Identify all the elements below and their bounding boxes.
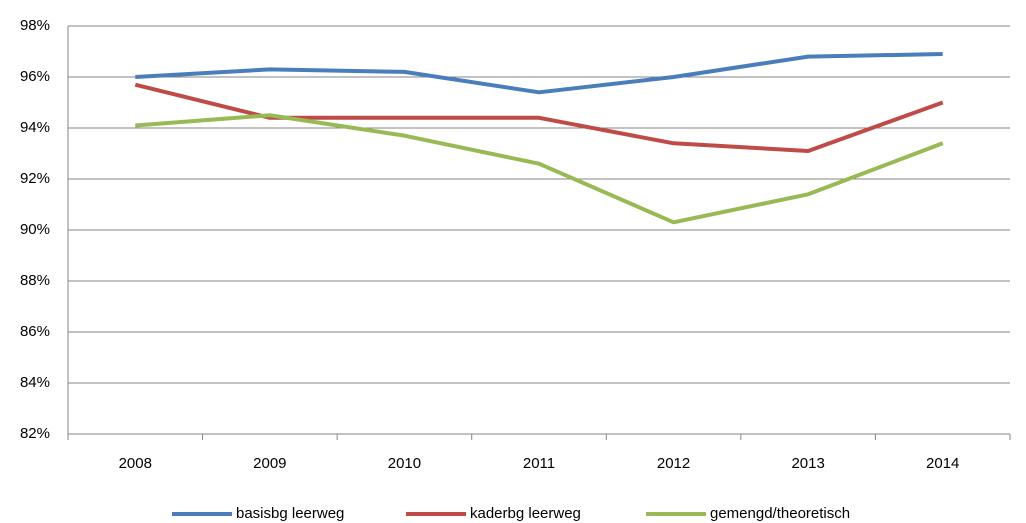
y-tick-label: 88%	[20, 272, 50, 289]
x-tick-label: 2014	[926, 455, 959, 472]
legend-label: gemengd/theoretisch	[710, 505, 850, 522]
y-tick-label: 84%	[20, 374, 50, 391]
x-tick-label: 2008	[119, 455, 152, 472]
series-line	[134, 82, 944, 153]
x-tick-label: 2010	[388, 455, 421, 472]
y-tick-label: 92%	[20, 170, 50, 187]
y-tick-label: 94%	[20, 119, 50, 136]
x-tick-label: 2013	[791, 455, 824, 472]
series-line	[135, 113, 944, 225]
x-tick-label: 2009	[253, 455, 286, 472]
legend-label: kaderbg leerweg	[470, 505, 581, 522]
legend-label: basisbg leerweg	[236, 505, 344, 522]
series-line	[135, 52, 943, 95]
x-tick-label: 2011	[523, 455, 555, 472]
y-tick-label: 98%	[20, 17, 50, 34]
y-tick-label: 90%	[20, 221, 50, 238]
y-tick-label: 82%	[20, 425, 50, 442]
y-tick-label: 96%	[20, 68, 50, 85]
x-tick-label: 2012	[657, 455, 690, 472]
y-tick-label: 86%	[20, 323, 50, 340]
